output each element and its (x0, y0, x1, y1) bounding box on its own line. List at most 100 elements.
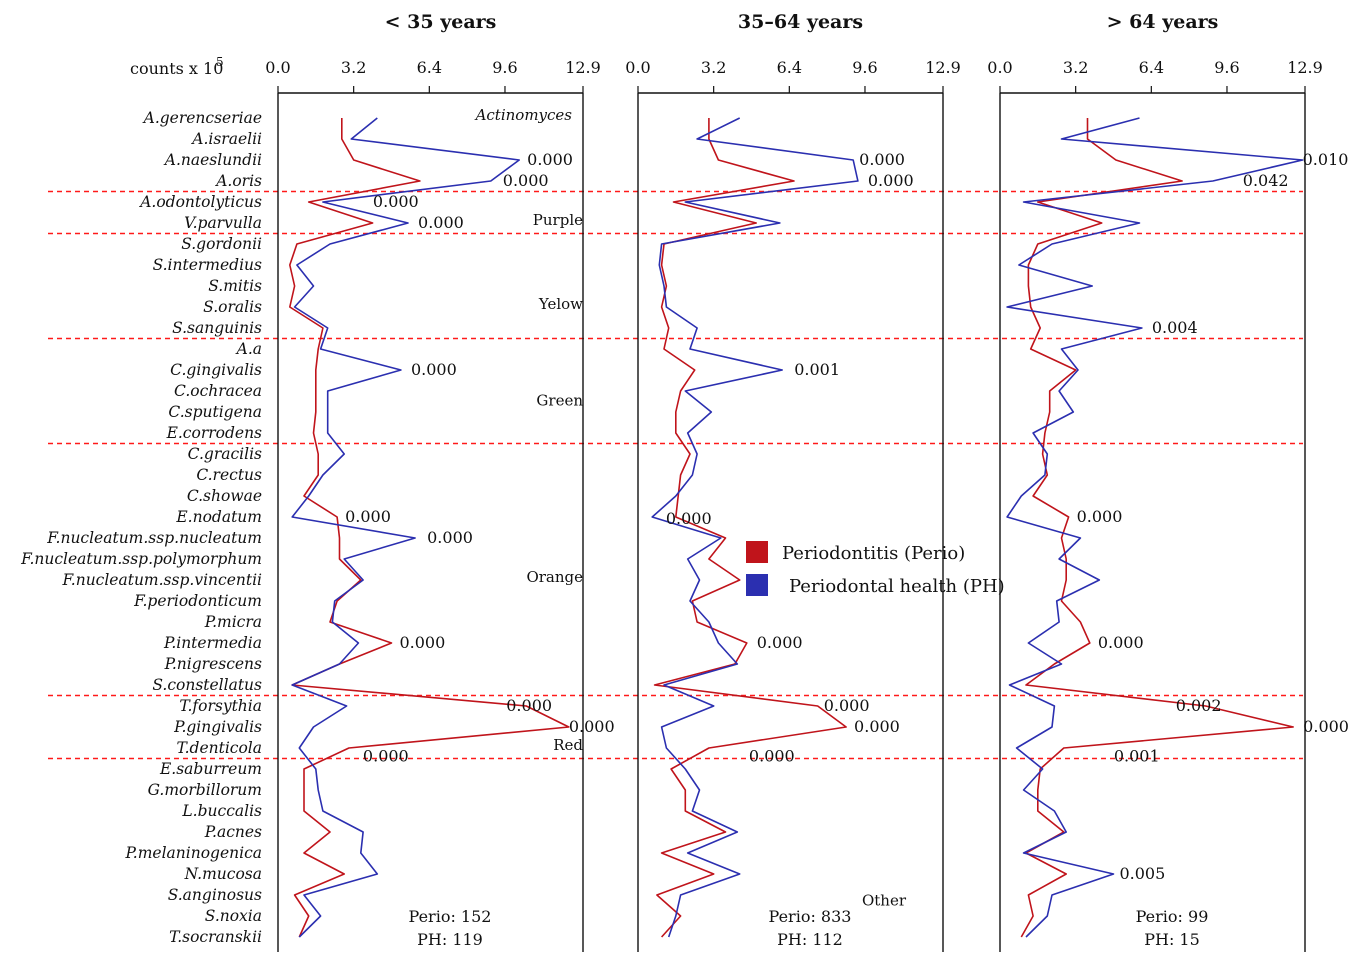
species-label: A.odontolyticus (138, 193, 262, 211)
x-tick-label: 9.6 (852, 58, 877, 77)
p-value-label: 0.010 (1303, 150, 1349, 169)
species-label: A.israelii (190, 130, 262, 148)
p-value-label: 0.000 (1077, 507, 1123, 526)
species-label: C.showae (187, 487, 262, 505)
species-label: P.intermedia (163, 634, 262, 652)
counts-exponent: 5 (216, 55, 224, 69)
p-value-label: 0.000 (427, 528, 473, 547)
perio-series-line (653, 118, 847, 938)
species-label: P.nigrescens (164, 655, 262, 673)
species-label: S.noxia (205, 907, 262, 925)
species-label: E.nodatum (175, 508, 262, 526)
x-tick-label: 12.9 (565, 58, 601, 77)
perio-series-line (288, 118, 570, 938)
species-label: C.sputigena (168, 403, 262, 421)
species-label: T.forsythia (179, 697, 262, 715)
x-tick-label: 6.4 (417, 58, 442, 77)
ph-sample-size: PH: 112 (777, 930, 843, 949)
p-value-label: 0.000 (373, 192, 419, 211)
legend-label-ph: Periodontal health (PH) (789, 576, 1005, 597)
p-value-label: 0.042 (1243, 171, 1289, 190)
x-tick-label: 0.0 (265, 58, 290, 77)
species-label: A.gerencseriae (142, 109, 262, 127)
p-value-label: 0.000 (1098, 633, 1144, 652)
species-label: G.morbillorum (148, 781, 262, 799)
species-label: F.periodonticum (133, 592, 262, 610)
p-value-label: 0.000 (749, 746, 795, 765)
p-value-label: 0.000 (345, 507, 391, 526)
p-value-label: 0.000 (868, 171, 914, 190)
species-label: S.sanguinis (172, 319, 262, 337)
species-label: F.nucleatum.ssp.nucleatum (46, 529, 262, 547)
x-tick-label: 6.4 (777, 58, 802, 77)
p-value-label: 0.000 (666, 509, 712, 528)
group-label: Yelow (538, 295, 583, 313)
species-label: A.naeslundii (163, 151, 262, 169)
species-label: E.saburreum (159, 760, 262, 778)
species-label: N.mucosa (184, 865, 262, 883)
p-value-label: 0.000 (1303, 717, 1349, 736)
panel-title: < 35 years (385, 11, 497, 33)
species-label: T.socranskii (169, 928, 262, 946)
p-value-label: 0.000 (824, 696, 870, 715)
p-value-label: 0.000 (757, 633, 803, 652)
p-value-label: 0.000 (569, 717, 615, 736)
panel-title: > 64 years (1107, 11, 1219, 33)
species-label: C.gracilis (188, 445, 262, 463)
p-value-label: 0.000 (399, 633, 445, 652)
species-label: E.corrodens (166, 424, 262, 442)
group-label: Red (553, 736, 583, 754)
species-label: A.oris (214, 172, 262, 190)
species-label: S.anginosus (168, 886, 262, 904)
x-tick-label: 12.9 (1287, 58, 1323, 77)
p-value-label: 0.000 (363, 746, 409, 765)
group-label: Green (536, 392, 583, 410)
p-value-label: 0.000 (506, 696, 552, 715)
ph-series-line (291, 117, 521, 938)
species-label: A.a (235, 340, 262, 358)
panel-title: 35–64 years (738, 11, 863, 33)
species-label: F.nucleatum.ssp.vincentii (61, 571, 262, 589)
species-label: P.micra (204, 613, 262, 631)
p-value-label: 0.001 (1114, 746, 1160, 765)
perio-sample-size: Perio: 99 (1136, 907, 1209, 926)
species-label: V.parvulla (184, 214, 262, 232)
p-value-label: 0.002 (1176, 696, 1222, 715)
p-value-label: 0.000 (859, 150, 905, 169)
group-label: Orange (526, 568, 583, 586)
p-value-label: 0.000 (527, 150, 573, 169)
species-label: S.gordonii (181, 235, 262, 253)
p-value-label: 0.000 (503, 171, 549, 190)
species-label: S.constellatus (152, 676, 262, 694)
species-label: L.buccalis (181, 802, 262, 820)
p-value-label: 0.000 (418, 213, 464, 232)
x-tick-label: 12.9 (925, 58, 961, 77)
p-value-label: 0.005 (1119, 864, 1165, 883)
p-value-label: 0.004 (1152, 318, 1198, 337)
group-label: Other (862, 891, 907, 909)
counts-label: counts x 10 (130, 59, 223, 78)
x-tick-label: 3.2 (701, 58, 726, 77)
species-label: P.gingivalis (173, 718, 262, 736)
p-value-label: 0.000 (411, 360, 457, 379)
x-tick-label: 3.2 (341, 58, 366, 77)
x-tick-label: 3.2 (1063, 58, 1088, 77)
species-label: C.gingivalis (170, 361, 262, 379)
p-value-label: 0.001 (794, 360, 840, 379)
ph-series-line (1006, 117, 1304, 938)
species-label: T.denticola (177, 739, 262, 757)
legend-swatch-perio (746, 541, 768, 563)
p-value-label: 0.000 (854, 717, 900, 736)
x-tick-label: 9.6 (1214, 58, 1239, 77)
legend-label-perio: Periodontitis (Perio) (782, 543, 965, 564)
x-tick-label: 0.0 (625, 58, 650, 77)
species-label: S.mitis (208, 277, 262, 295)
species-label: P.melaninogenica (125, 844, 263, 862)
species-label: S.oralis (203, 298, 262, 316)
group-label: Actinomyces (474, 106, 573, 124)
group-label: Purple (533, 211, 583, 229)
species-label: F.nucleatum.ssp.polymorphum (20, 550, 262, 568)
x-tick-label: 9.6 (492, 58, 517, 77)
ph-series-line (651, 117, 859, 938)
